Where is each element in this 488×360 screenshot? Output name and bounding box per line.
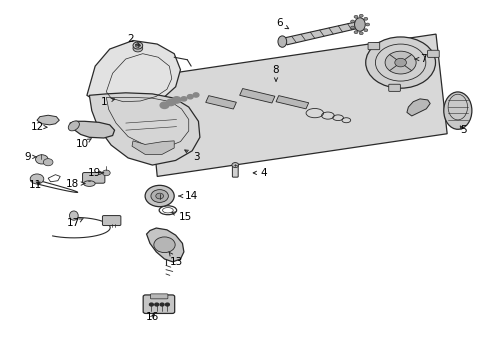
Text: 14: 14	[179, 191, 197, 201]
Circle shape	[135, 44, 140, 47]
Circle shape	[133, 45, 142, 52]
Circle shape	[187, 95, 193, 99]
Text: 2: 2	[127, 35, 139, 45]
Ellipse shape	[277, 36, 286, 47]
FancyBboxPatch shape	[82, 172, 104, 183]
Circle shape	[155, 303, 159, 306]
Polygon shape	[132, 141, 174, 154]
Text: 5: 5	[459, 125, 466, 135]
Circle shape	[365, 23, 369, 26]
Circle shape	[363, 17, 367, 20]
Circle shape	[145, 185, 174, 207]
Circle shape	[43, 159, 53, 166]
Circle shape	[394, 58, 406, 67]
Ellipse shape	[83, 181, 95, 186]
Ellipse shape	[69, 211, 78, 220]
Circle shape	[353, 15, 357, 18]
Circle shape	[181, 97, 186, 101]
Circle shape	[350, 20, 354, 23]
Polygon shape	[146, 228, 183, 262]
Circle shape	[385, 51, 415, 74]
Polygon shape	[37, 115, 59, 125]
Circle shape	[231, 163, 238, 167]
FancyBboxPatch shape	[232, 166, 238, 177]
FancyBboxPatch shape	[388, 84, 400, 91]
Ellipse shape	[443, 92, 471, 129]
Circle shape	[359, 14, 363, 17]
FancyBboxPatch shape	[102, 216, 121, 226]
Ellipse shape	[68, 121, 79, 131]
Text: 13: 13	[168, 252, 183, 267]
Text: 1: 1	[101, 97, 115, 107]
Circle shape	[30, 174, 44, 184]
Circle shape	[165, 303, 169, 306]
Polygon shape	[89, 93, 200, 165]
Circle shape	[363, 29, 367, 32]
FancyBboxPatch shape	[150, 294, 167, 299]
Circle shape	[102, 170, 110, 176]
Text: 9: 9	[24, 152, 36, 162]
Text: 4: 4	[253, 168, 266, 178]
FancyBboxPatch shape	[367, 42, 379, 50]
Bar	[205, 96, 236, 109]
Text: 8: 8	[272, 65, 279, 81]
Circle shape	[154, 237, 175, 253]
Text: 12: 12	[30, 122, 47, 132]
Circle shape	[365, 37, 435, 88]
Text: 3: 3	[184, 150, 199, 162]
Circle shape	[149, 303, 153, 306]
Text: 6: 6	[276, 18, 288, 29]
Text: 18: 18	[65, 179, 84, 189]
Circle shape	[350, 26, 354, 29]
Circle shape	[353, 31, 357, 33]
Text: 10: 10	[75, 139, 91, 149]
Text: 11: 11	[28, 180, 41, 190]
Polygon shape	[147, 34, 446, 176]
Circle shape	[36, 155, 48, 164]
Text: 17: 17	[67, 219, 83, 228]
Circle shape	[156, 193, 163, 199]
Polygon shape	[282, 22, 360, 45]
Polygon shape	[87, 41, 180, 107]
Text: 16: 16	[145, 312, 159, 322]
Circle shape	[359, 32, 363, 35]
Bar	[239, 89, 274, 103]
Circle shape	[166, 99, 175, 105]
Polygon shape	[406, 99, 429, 116]
Circle shape	[160, 102, 168, 108]
Text: 15: 15	[171, 212, 192, 222]
Text: 19: 19	[87, 168, 103, 178]
Circle shape	[160, 303, 163, 306]
Ellipse shape	[354, 18, 365, 31]
Text: 7: 7	[414, 54, 427, 64]
FancyBboxPatch shape	[427, 50, 438, 57]
Circle shape	[133, 42, 142, 49]
Circle shape	[151, 190, 168, 202]
Circle shape	[172, 97, 181, 103]
Bar	[275, 96, 308, 109]
Polygon shape	[70, 121, 114, 138]
FancyBboxPatch shape	[143, 295, 174, 314]
Circle shape	[193, 93, 199, 97]
